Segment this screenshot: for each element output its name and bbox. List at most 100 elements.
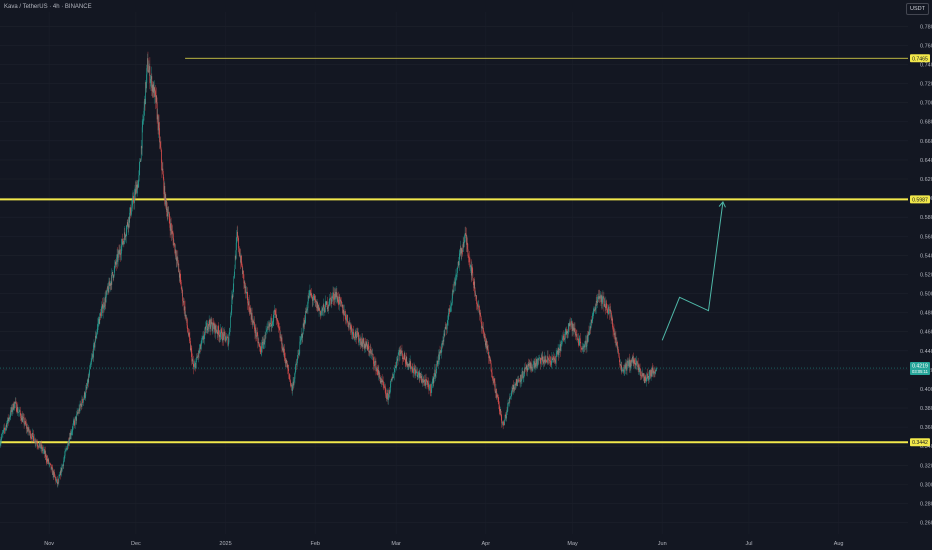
candle-body	[313, 295, 315, 300]
candle-body	[50, 463, 51, 465]
candle-body	[261, 342, 263, 352]
candle-body	[407, 363, 409, 367]
candle-body	[132, 195, 134, 199]
candle-body	[306, 309, 307, 313]
candle-body	[353, 333, 355, 337]
candle-body	[436, 360, 438, 364]
candle-body	[277, 319, 278, 322]
time-axis[interactable]: Nov Dec 2025 Feb Mar Apr May Jun Jul Aug	[44, 541, 843, 547]
candle-body	[17, 406, 19, 413]
candle-body	[43, 449, 45, 450]
candle-body	[103, 302, 104, 309]
candle-body	[66, 448, 67, 449]
candle-body	[220, 329, 222, 335]
candle-body	[652, 367, 653, 371]
candle-body	[414, 367, 415, 370]
candle-body	[253, 322, 255, 323]
candle-body	[457, 267, 458, 274]
candle-body	[241, 265, 243, 267]
candle-body	[637, 363, 639, 371]
candle-body	[578, 340, 580, 345]
candle-body	[484, 336, 486, 339]
candle-body	[368, 351, 370, 353]
candle-body	[180, 277, 182, 283]
candle-body	[237, 231, 238, 238]
candle-body	[283, 348, 285, 353]
current-price-tag	[910, 362, 930, 376]
candle-body	[239, 251, 240, 257]
candle-body	[490, 359, 491, 364]
candle-body	[427, 380, 428, 385]
candle-body	[8, 418, 10, 420]
candle-body	[523, 376, 525, 377]
candle-body	[494, 381, 496, 391]
candle-body	[185, 314, 187, 319]
candle-body	[357, 332, 358, 337]
candle-body	[158, 122, 159, 131]
candle-body	[557, 347, 559, 355]
candle-body	[191, 348, 192, 352]
projection-path[interactable]	[661, 201, 724, 341]
candle-body	[455, 276, 457, 280]
candle-body	[192, 359, 194, 361]
candle-body	[112, 274, 114, 278]
candle-body	[404, 353, 406, 360]
candle-body	[154, 90, 156, 93]
candle-body	[550, 361, 552, 365]
candle-body	[651, 370, 652, 377]
candle-body	[159, 128, 160, 143]
candle-body	[113, 267, 115, 276]
candle-body	[81, 398, 83, 407]
candle-body	[539, 357, 541, 362]
candle-body	[42, 446, 43, 451]
candle-body	[460, 248, 462, 254]
candle-body	[188, 333, 190, 336]
symbol-title[interactable]: Kava / TetherUS · 4h · BINANCE	[4, 4, 92, 10]
y-tick-label: 0.5400	[920, 253, 932, 259]
candle-body	[76, 412, 78, 415]
candle-body	[390, 384, 391, 392]
candle-body	[111, 281, 112, 285]
candle-body	[427, 380, 429, 383]
candle-body	[97, 323, 99, 328]
candle-body	[534, 362, 536, 368]
candle-body	[69, 437, 71, 440]
candle-body	[477, 305, 479, 307]
candle-body	[151, 85, 153, 91]
horizontal-levels[interactable]	[0, 57, 908, 444]
candle-body	[514, 384, 516, 386]
candle-body	[193, 366, 195, 370]
candle-body	[578, 339, 579, 341]
candle-body	[371, 353, 373, 355]
candle-body	[199, 344, 201, 350]
candle-body	[294, 378, 295, 380]
candle-body	[112, 271, 114, 275]
candle-body	[132, 198, 133, 206]
candle-body	[338, 296, 339, 304]
candle-body	[176, 256, 177, 261]
candle-body	[71, 433, 72, 436]
candle-body	[259, 345, 261, 348]
candle-body	[399, 349, 401, 356]
candle-body	[327, 305, 329, 309]
candle-body	[244, 281, 246, 288]
candle-body	[519, 380, 520, 381]
candle-body	[102, 308, 104, 313]
candle-body	[323, 304, 324, 311]
candle-body	[553, 356, 555, 359]
candle-body	[422, 379, 424, 383]
candle-body	[11, 407, 12, 413]
candle-body	[615, 337, 617, 344]
candle-body	[157, 114, 159, 131]
candle-body	[632, 358, 634, 364]
candle-body	[240, 255, 242, 263]
candle-body	[375, 361, 376, 363]
candle-body	[285, 358, 286, 364]
candle-body	[572, 323, 574, 331]
candle-body	[572, 323, 573, 332]
candle-body	[561, 340, 563, 343]
candle-body	[567, 328, 569, 332]
currency-button[interactable]: USDT	[906, 3, 929, 15]
candle-body	[500, 414, 502, 417]
